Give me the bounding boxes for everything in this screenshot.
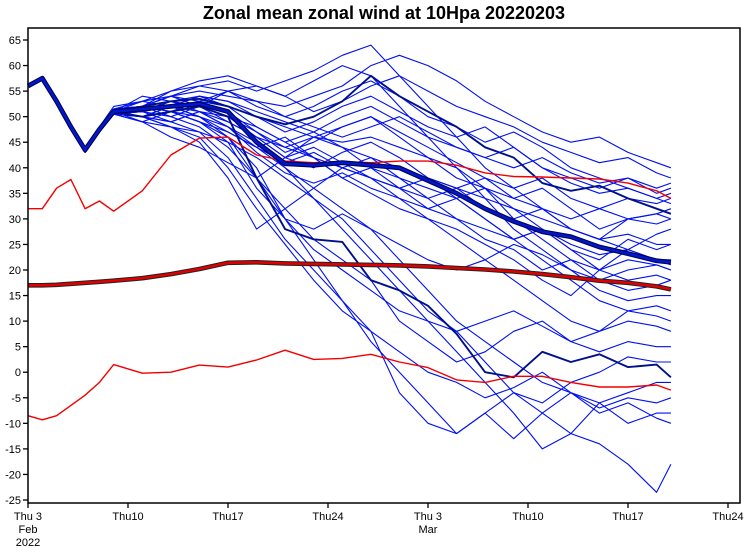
series-ensemble-member-14 [27,77,671,435]
chart-title: Zonal mean zonal wind at 10Hpa 20220203 [203,3,565,23]
series-climatology-mean [28,260,672,291]
series-control-forecast [27,77,672,379]
series-ensemble-member-30 [27,77,672,220]
series-ensemble-member-13 [27,77,672,409]
y-tick-label: 65 [9,35,21,47]
series-highlighted-member-high [27,74,672,215]
x-tick-label: Thu24 [312,511,343,523]
plot-area: -25 -20 -15 -10 -5 0 5 10 15 20 25 30 35 40 45 50 55 60 65… [5,27,744,548]
y-tick-label: 50 [9,112,21,124]
x-tick-label: Thu10 [512,511,543,523]
series-ensemble-member-27 [27,77,672,332]
series-ensemble-member-06 [27,77,672,220]
y-tick-label: 35 [9,188,21,200]
y-tick-label: -20 [5,469,21,481]
y-tick-label: 60 [9,61,21,73]
y-tick-label: 45 [9,137,21,149]
plot-frame [27,27,741,504]
y-tick-label: 25 [9,239,21,251]
x-axis-month-label: Feb [19,524,38,536]
x-tick-label: Thu10 [112,511,143,523]
y-tick-label: 55 [9,86,21,98]
y-tick-label: 15 [9,291,21,303]
y-tick-label: -25 [5,495,21,507]
series-ensemble-member-02 [27,77,672,199]
series-climatology-upper-percentile [28,136,672,212]
x-axis-month-label: Mar [419,524,438,536]
y-tick-label: -5 [11,393,21,405]
y-tick-label: 40 [9,163,21,175]
y-tick-label: 10 [9,316,21,328]
series-ensemble-mean [27,77,672,264]
x-tick-label: Thu 3 [414,511,442,523]
y-tick-label: 20 [9,265,21,277]
series-climatology-lower-percentile [27,349,672,421]
x-tick-label: Thu17 [212,511,243,523]
y-tick-label: 5 [15,342,21,354]
x-axis-month-label: 2022 [16,537,40,548]
x-tick-label: Thu 3 [14,511,42,523]
series-ensemble-member-20 [27,77,672,240]
x-tick-label: Thu24 [712,511,743,523]
y-tick-label: 30 [9,214,21,226]
y-tick-label: -10 [5,418,21,430]
series-ensemble-member-15 [27,77,671,363]
x-tick-label: Thu17 [612,511,643,523]
y-tick-label: -15 [5,444,21,456]
climatology-mean-halo [28,259,672,292]
y-tick-label: 0 [15,367,21,379]
series-ensemble-member-29 [27,77,671,440]
series-ensemble-member-12 [27,77,672,343]
series-ensemble-member-23 [27,44,672,266]
